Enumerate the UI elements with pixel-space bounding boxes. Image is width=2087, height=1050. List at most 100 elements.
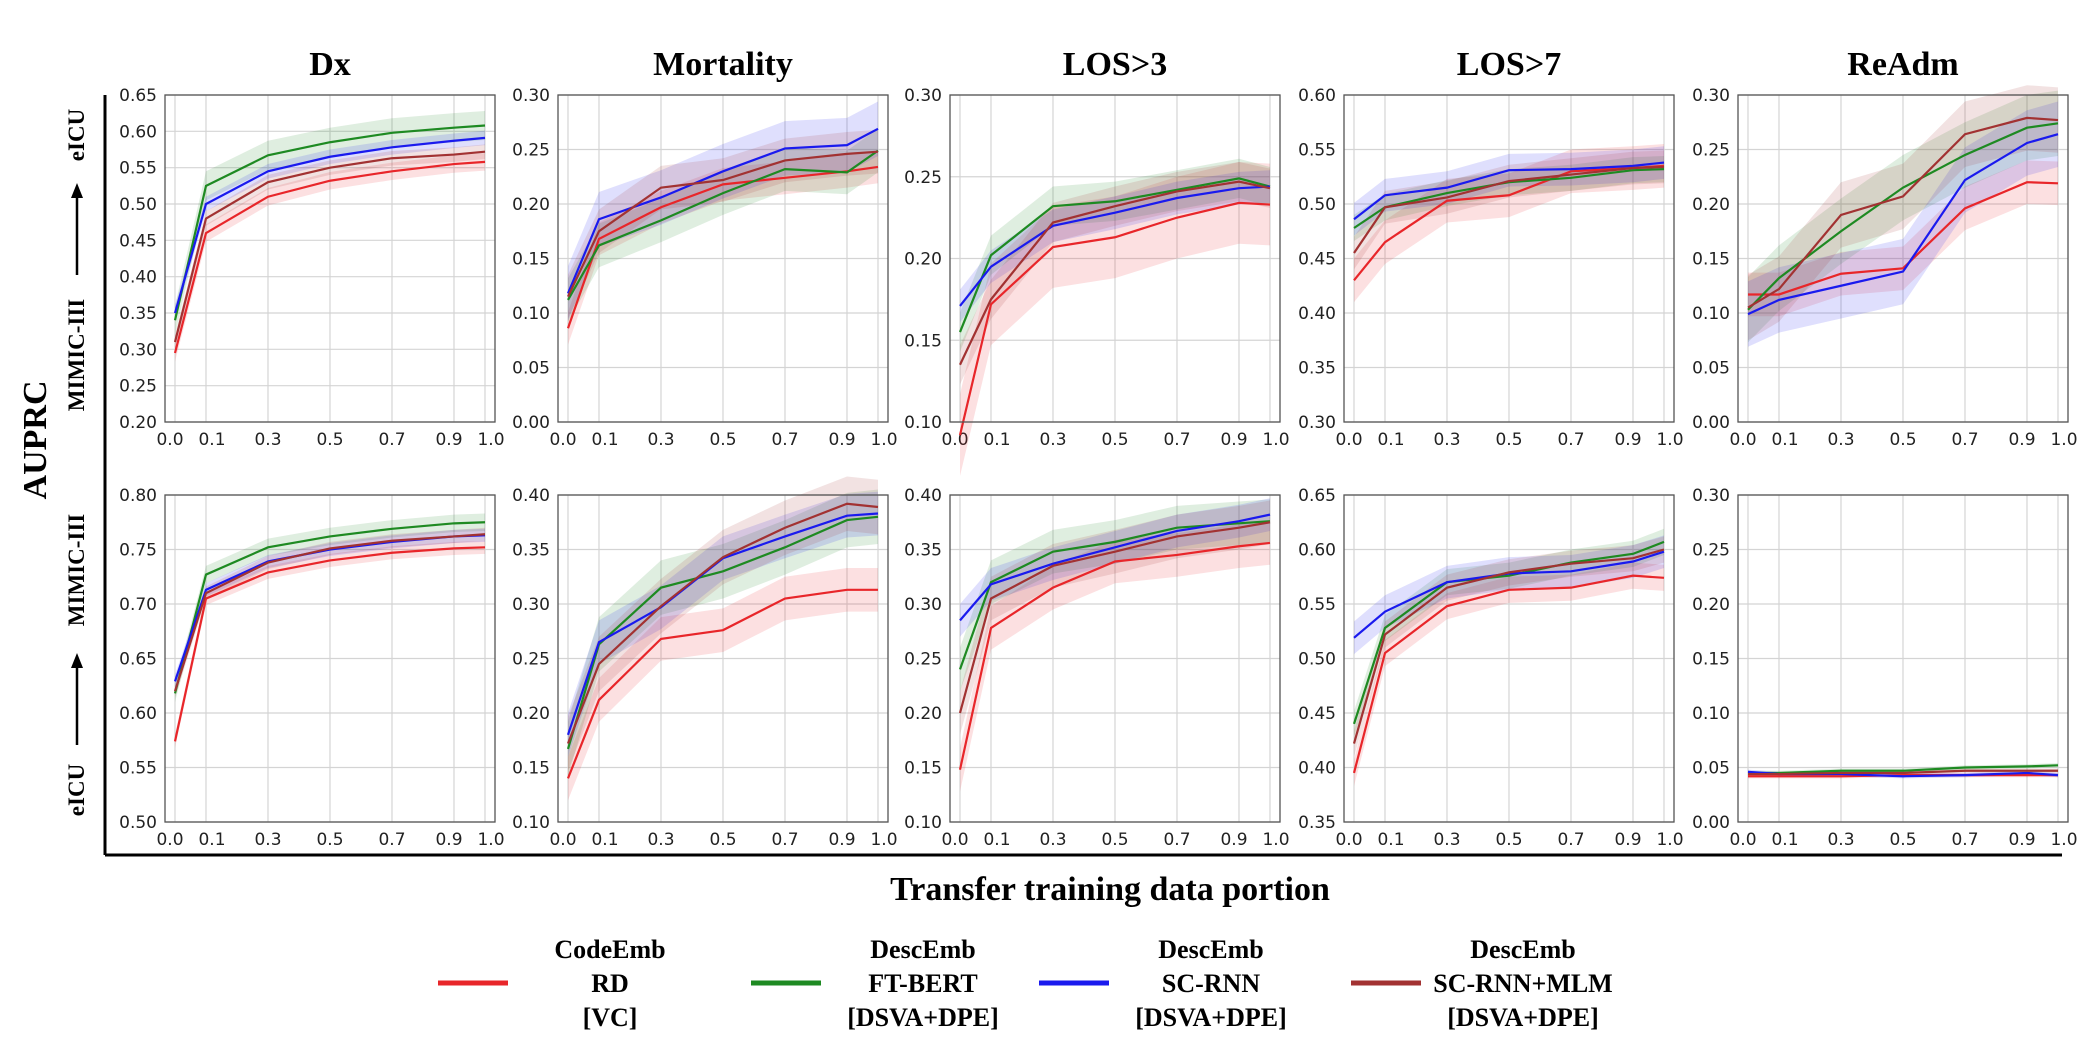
series-line-brown bbox=[173, 533, 486, 692]
x-tick-label: 0.7 bbox=[1951, 430, 1978, 450]
x-tick-label: 0.5 bbox=[709, 830, 736, 850]
series-line-blue bbox=[566, 127, 879, 294]
series-line-brown bbox=[1352, 548, 1665, 744]
y-tick-label: 0.20 bbox=[119, 413, 157, 433]
y-tick-label: 0.55 bbox=[119, 759, 157, 779]
panel-frame bbox=[949, 494, 1281, 823]
panels: 0.20 0.25 0.30 0.35 0.40 0.45 0.50 0.55 0.60 0.65… bbox=[119, 46, 2077, 850]
y-tick-label: 0.00 bbox=[1692, 813, 1730, 833]
x-tick-label: 0.7 bbox=[1163, 430, 1190, 450]
panel-10: 0.00 0.05 0.10 0.15 0.20 0.25 0.30 0.0 0.1 0.3 0.5… bbox=[1692, 486, 2077, 850]
y-tick-label: 0.35 bbox=[1298, 359, 1336, 379]
row-2-arrow-head bbox=[71, 653, 83, 668]
series-line-red bbox=[958, 201, 1271, 436]
y-tick-label: 0.00 bbox=[1692, 413, 1730, 433]
x-tick-label: 0.7 bbox=[1951, 830, 1978, 850]
band-brown bbox=[175, 144, 485, 350]
panel-7: 0.10 0.15 0.20 0.25 0.30 0.35 0.40 0.0 0.1 0.3 0.5… bbox=[512, 476, 898, 850]
x-tick-label: 0.1 bbox=[591, 430, 618, 450]
panel-frame bbox=[1343, 94, 1675, 423]
x-tick-label: 0.3 bbox=[254, 430, 281, 450]
band-green bbox=[175, 513, 485, 703]
x-tick-label: 0.3 bbox=[1039, 830, 1066, 850]
x-tick-label: 1.0 bbox=[1262, 830, 1289, 850]
x-tick-label: 0.9 bbox=[828, 430, 855, 450]
series-line-green bbox=[958, 520, 1271, 670]
x-tick-label: 0.9 bbox=[1614, 830, 1641, 850]
y-tick-label: 0.40 bbox=[1298, 304, 1336, 324]
band-red bbox=[568, 568, 878, 801]
series-line-brown bbox=[1747, 116, 2059, 309]
x-tick-label: 0.0 bbox=[1335, 830, 1362, 850]
y-tick-label: 0.10 bbox=[1692, 704, 1730, 724]
panel-2: 0.00 0.05 0.10 0.15 0.20 0.25 0.30 0.0 0.1 0.3 0.5… bbox=[512, 46, 897, 450]
y-tick-label: 0.10 bbox=[904, 813, 942, 833]
x-tick-label: 0.3 bbox=[254, 830, 281, 850]
y-tick-label: 0.15 bbox=[512, 759, 550, 779]
panel-title: ReAdm bbox=[1847, 46, 1958, 83]
y-tick-label: 0.65 bbox=[119, 86, 157, 106]
legend-label: DescEmb bbox=[870, 935, 975, 964]
legend-label: SC-RNN bbox=[1162, 969, 1260, 998]
y-tick-label: 0.25 bbox=[904, 168, 942, 188]
x-tick-label: 0.0 bbox=[156, 830, 183, 850]
x-tick-label: 0.3 bbox=[1827, 830, 1854, 850]
x-tick-label: 0.1 bbox=[1771, 830, 1798, 850]
series-line-brown bbox=[1353, 165, 1665, 254]
y-tick-label: 0.25 bbox=[904, 650, 942, 670]
y-tick-label: 0.20 bbox=[512, 704, 550, 724]
series-line-red bbox=[173, 160, 486, 354]
y-tick-label: 0.35 bbox=[512, 541, 550, 561]
y-tick-label: 0.00 bbox=[512, 413, 550, 433]
legend-label: SC-RNN+MLM bbox=[1433, 969, 1612, 998]
y-tick-label: 0.15 bbox=[904, 331, 942, 351]
panel-frame bbox=[164, 494, 496, 823]
series-line-brown bbox=[959, 180, 1271, 366]
panel-frame bbox=[1737, 494, 2069, 823]
y-tick-label: 0.45 bbox=[1298, 704, 1336, 724]
x-tick-label: 1.0 bbox=[477, 430, 504, 450]
y-tick-label: 0.60 bbox=[1298, 541, 1336, 561]
y-axis-label: AUPRC bbox=[17, 381, 54, 500]
y-tick-label: 0.25 bbox=[1692, 141, 1730, 161]
legend-label: DescEmb bbox=[1158, 935, 1263, 964]
x-tick-label: 0.1 bbox=[198, 430, 225, 450]
series-line-green bbox=[1352, 540, 1665, 725]
x-tick-label: 0.7 bbox=[1557, 830, 1584, 850]
panel-9: 0.35 0.40 0.45 0.50 0.55 0.60 0.65 0.0 0.1 0.3 0.5… bbox=[1298, 486, 1683, 850]
y-tick-label: 0.35 bbox=[119, 304, 157, 324]
panel-frame bbox=[1737, 94, 2069, 423]
x-tick-label: 0.9 bbox=[1614, 430, 1641, 450]
y-tick-label: 0.40 bbox=[904, 486, 942, 506]
y-tick-label: 0.50 bbox=[119, 813, 157, 833]
x-tick-label: 0.0 bbox=[941, 830, 968, 850]
panel-frame bbox=[557, 494, 889, 823]
panel-3: 0.10 0.15 0.20 0.25 0.30 0.0 0.1 0.3 0.5 0.7 0.9 1.… bbox=[904, 46, 1290, 476]
x-tick-label: 0.7 bbox=[771, 830, 798, 850]
y-tick-label: 0.15 bbox=[904, 759, 942, 779]
legend-item-green: DescEmb FT-BERT [DSVA+DPE] bbox=[751, 935, 999, 1032]
y-tick-label: 0.20 bbox=[1692, 195, 1730, 215]
band-blue bbox=[175, 130, 485, 321]
y-tick-label: 0.25 bbox=[512, 141, 550, 161]
x-tick-label: 0.1 bbox=[1377, 830, 1404, 850]
band-blue bbox=[1748, 101, 2058, 347]
y-tick-label: 0.10 bbox=[512, 304, 550, 324]
series-line-green bbox=[567, 149, 879, 301]
x-tick-label: 0.9 bbox=[1220, 430, 1247, 450]
series-line-red bbox=[173, 546, 486, 742]
x-tick-label: 0.0 bbox=[549, 430, 576, 450]
x-tick-label: 0.5 bbox=[1495, 830, 1522, 850]
band-brown bbox=[1354, 150, 1664, 270]
series-line-green bbox=[958, 177, 1271, 333]
series-line-brown bbox=[173, 150, 486, 343]
y-tick-label: 0.25 bbox=[512, 650, 550, 670]
y-tick-label: 0.40 bbox=[119, 268, 157, 288]
y-tick-label: 0.60 bbox=[119, 704, 157, 724]
band-blue bbox=[1354, 535, 1664, 655]
x-tick-label: 0.5 bbox=[709, 430, 736, 450]
band-green bbox=[1354, 528, 1664, 737]
legend-label: CodeEmb bbox=[554, 935, 665, 964]
y-tick-label: 0.55 bbox=[119, 159, 157, 179]
